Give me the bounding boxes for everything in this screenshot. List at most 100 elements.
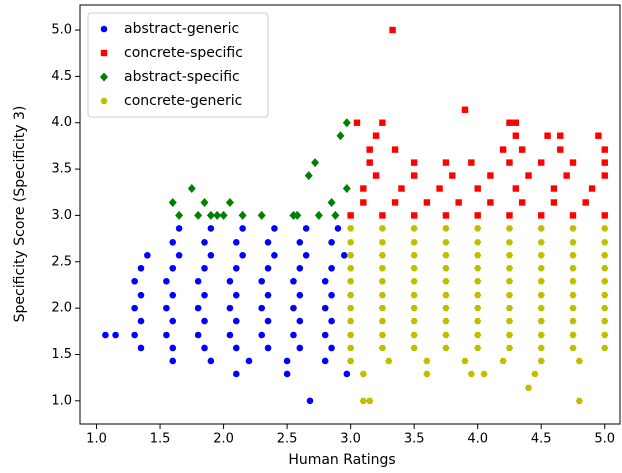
point xyxy=(505,239,514,246)
point xyxy=(169,239,177,246)
point xyxy=(163,304,170,312)
point xyxy=(359,370,367,378)
point xyxy=(410,344,418,352)
point xyxy=(474,252,482,259)
point xyxy=(347,305,355,312)
point xyxy=(327,197,336,207)
point xyxy=(569,292,577,299)
point xyxy=(328,291,335,299)
legend: abstract-generic concrete-specific abstrac… xyxy=(87,12,269,118)
point xyxy=(537,278,545,285)
point xyxy=(569,305,577,312)
point xyxy=(575,357,583,365)
point xyxy=(531,370,539,378)
point xyxy=(194,210,203,220)
point xyxy=(321,304,329,312)
point xyxy=(271,251,278,259)
point xyxy=(175,210,184,220)
point xyxy=(538,212,545,219)
point xyxy=(410,317,418,325)
point xyxy=(550,185,558,192)
point xyxy=(537,305,545,312)
point xyxy=(410,159,418,166)
point xyxy=(410,252,418,259)
point xyxy=(474,239,482,246)
point xyxy=(296,344,304,352)
point xyxy=(342,184,351,194)
point xyxy=(537,357,545,365)
point xyxy=(474,305,482,312)
point xyxy=(347,292,355,299)
point xyxy=(379,119,386,126)
point xyxy=(360,199,367,206)
point xyxy=(372,172,380,179)
point xyxy=(359,397,367,404)
point xyxy=(480,370,488,378)
point xyxy=(144,251,151,259)
point xyxy=(563,172,570,179)
point xyxy=(423,199,431,206)
point xyxy=(328,317,335,325)
point xyxy=(102,331,109,339)
point xyxy=(569,331,577,339)
point xyxy=(360,185,367,192)
point xyxy=(524,384,533,391)
point xyxy=(601,292,609,299)
point xyxy=(442,252,450,259)
point xyxy=(537,317,545,325)
point xyxy=(389,26,396,34)
point xyxy=(168,197,177,207)
point xyxy=(601,212,608,219)
point xyxy=(347,344,355,352)
series xyxy=(102,225,351,405)
y-tick-label: 2.5 xyxy=(51,254,72,269)
point xyxy=(512,132,520,139)
point xyxy=(378,292,386,299)
point xyxy=(290,304,297,312)
point xyxy=(137,317,145,325)
point xyxy=(423,370,431,378)
point xyxy=(378,225,386,232)
y-tick-label: 3.5 xyxy=(51,162,72,177)
point xyxy=(206,210,215,220)
point xyxy=(601,317,609,325)
point xyxy=(137,264,145,272)
point xyxy=(569,159,577,166)
point xyxy=(557,132,564,139)
point xyxy=(601,159,608,166)
x-tick-label: 2.5 xyxy=(277,432,298,447)
point xyxy=(232,291,240,299)
point xyxy=(569,344,577,352)
point xyxy=(137,291,145,299)
point xyxy=(290,277,297,285)
point xyxy=(442,239,450,246)
point xyxy=(239,225,246,232)
point xyxy=(137,344,145,352)
point xyxy=(537,239,545,246)
point xyxy=(296,291,304,299)
point xyxy=(410,225,418,232)
y-tick-label: 3.0 xyxy=(51,208,72,223)
point xyxy=(505,252,514,259)
point xyxy=(575,397,583,404)
x-tick-label: 3.5 xyxy=(404,432,425,447)
point xyxy=(258,304,265,312)
legend-label: abstract-generic xyxy=(124,21,239,37)
point xyxy=(442,225,450,232)
point xyxy=(449,172,456,179)
point xyxy=(372,132,380,139)
point xyxy=(378,331,386,339)
point xyxy=(232,344,240,352)
point xyxy=(506,159,513,166)
point xyxy=(264,317,272,325)
point xyxy=(442,317,450,325)
point xyxy=(201,291,208,299)
series xyxy=(168,118,351,220)
legend-marker xyxy=(100,72,108,82)
point xyxy=(347,265,355,272)
point xyxy=(525,172,532,179)
point xyxy=(379,212,386,219)
point xyxy=(474,212,481,219)
point xyxy=(569,278,577,285)
point xyxy=(328,264,335,272)
